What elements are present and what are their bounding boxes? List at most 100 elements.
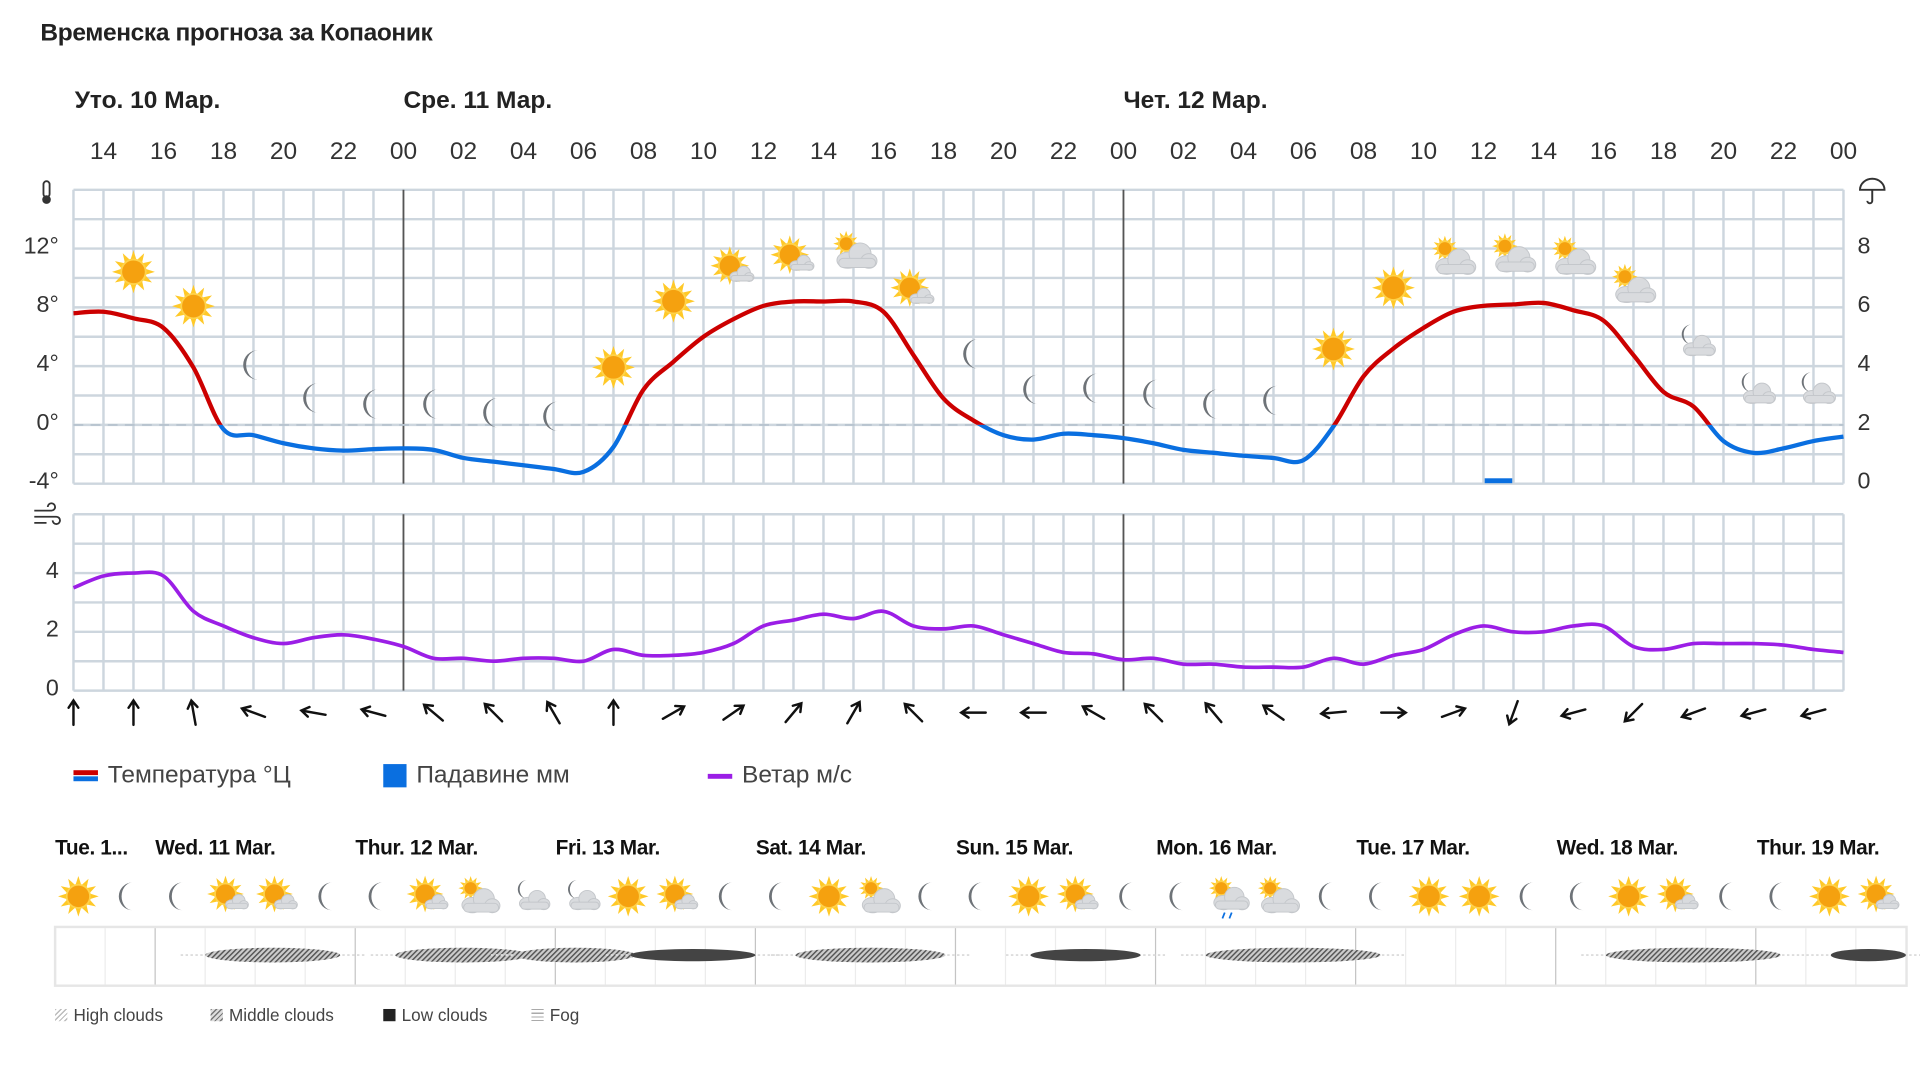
wind-direction-arrow-icon <box>67 698 80 727</box>
wind-direction-arrow-icon <box>959 706 987 719</box>
low-cloud-layer <box>1830 948 1906 962</box>
wind-axis-label: 4 <box>45 558 59 585</box>
moon-icon <box>905 873 952 920</box>
wind-direction-arrow-icon <box>784 701 803 724</box>
legend-precipitation-label: Падавине мм <box>416 761 570 789</box>
wind-direction-arrow-icon <box>661 704 686 721</box>
low-clouds-swatch <box>383 1008 396 1022</box>
sun-cloud-icon <box>1656 873 1703 920</box>
wind-direction-arrow-icon <box>1080 704 1106 721</box>
precip-axis-label: 2 <box>1857 410 1871 436</box>
forecast-day-label[interactable]: Tue. 17 Mar. <box>1356 836 1470 860</box>
hour-label: 14 <box>89 138 118 166</box>
sun-icon <box>169 281 218 330</box>
moon-icon <box>955 873 1002 920</box>
wind-direction-arrow-icon <box>1679 707 1707 721</box>
moon-cloud-icon <box>505 873 552 920</box>
wind-direction-arrow-icon <box>1319 706 1347 720</box>
forecast-day-label[interactable]: Mon. 16 Mar. <box>1156 836 1277 860</box>
temp-axis-label: 12° <box>23 233 59 260</box>
hour-label: 06 <box>1289 138 1318 166</box>
precip-axis-label: 8 <box>1857 233 1871 260</box>
forecast-day-label[interactable]: Sat. 14 Mar. <box>755 836 867 860</box>
moon-icon <box>1106 873 1153 920</box>
hour-label: 18 <box>1649 138 1678 166</box>
moon-cloud-icon <box>555 873 602 920</box>
forecast-day-label[interactable]: Sun. 15 Mar. <box>956 836 1074 860</box>
sun-icon <box>109 248 158 297</box>
middle-clouds-swatch <box>210 1008 223 1022</box>
hour-label: 06 <box>569 138 598 166</box>
middle-cloud-layer <box>1205 947 1381 963</box>
wind-direction-arrow-icon <box>186 698 199 726</box>
forecast-day-label[interactable]: Thur. 12 Mar. <box>355 836 478 860</box>
forecast-day-label[interactable]: Thur. 19 Mar. <box>1756 836 1880 860</box>
high-clouds-swatch <box>55 1008 68 1022</box>
moon-icon <box>1129 370 1178 419</box>
moon-icon <box>755 873 802 920</box>
wind-direction-arrow-icon <box>1559 707 1587 720</box>
wind-direction-arrow-icon <box>239 705 267 719</box>
cloud-sun-icon <box>1429 233 1478 282</box>
wind-direction-arrow-icon <box>422 703 445 722</box>
wind-direction-arrow-icon <box>1739 707 1767 720</box>
hour-label: 22 <box>329 138 358 166</box>
sun-cloud-icon <box>1856 873 1903 920</box>
moon-icon <box>305 873 352 920</box>
wind-direction-arrow-icon <box>903 702 924 723</box>
sun-cloud-icon <box>1056 873 1103 920</box>
wind-direction-arrow-icon <box>1799 707 1827 720</box>
forecast-day-label[interactable]: Wed. 11 Mar. <box>155 836 276 860</box>
wind-direction-arrow-icon <box>483 702 504 723</box>
sun-big-cloud-icon <box>829 228 878 277</box>
day-label: Чет. 12 Мар. <box>1123 86 1268 114</box>
sun-cloud-icon <box>205 873 252 920</box>
wind-direction-arrow-icon <box>722 704 746 721</box>
hour-label: 00 <box>1829 138 1858 166</box>
cloud-sun-rain-icon <box>1206 873 1253 920</box>
day-label: Сре. 11 Мар. <box>403 86 553 114</box>
legend-precipitation[interactable]: Падавине мм <box>383 762 570 790</box>
sun-icon <box>805 873 852 920</box>
hour-label: 04 <box>1229 138 1258 166</box>
moon-icon <box>1306 873 1353 920</box>
legend-temperature[interactable]: Температура °Ц <box>73 762 291 790</box>
moon-icon <box>1009 365 1058 414</box>
legend-wind[interactable]: Ветар м/с <box>707 762 852 790</box>
wind-direction-arrow-icon <box>1505 699 1519 727</box>
sun-cloud-icon <box>655 873 702 920</box>
precip-axis-label: 0 <box>1857 468 1871 495</box>
wind-direction-arrow-icon <box>1380 706 1408 719</box>
moon-icon <box>1249 375 1298 424</box>
sun-icon <box>589 343 638 392</box>
fog-swatch <box>531 1008 544 1022</box>
moon-icon <box>1156 873 1203 920</box>
cloud-sun-icon <box>1489 230 1538 279</box>
forecast-day-label[interactable]: Fri. 13 Mar. <box>555 836 661 860</box>
wind-axis-label: 2 <box>45 617 59 643</box>
forecast-day-label[interactable]: Wed. 18 Mar. <box>1556 836 1679 860</box>
moon-icon <box>229 340 278 389</box>
hour-label: 16 <box>149 138 178 166</box>
wind-swatch <box>707 773 733 779</box>
hour-label: 02 <box>449 138 478 166</box>
forecast-day-label[interactable]: Tue. 1... <box>55 836 128 860</box>
cloud-sun-icon <box>1256 873 1303 920</box>
wind-direction-arrow-icon <box>846 700 862 725</box>
hour-label: 16 <box>1589 138 1618 166</box>
legend-low-clouds-label: Low clouds <box>401 1005 488 1025</box>
moon-icon <box>949 330 998 379</box>
legend-fog-label: Fog <box>549 1005 580 1025</box>
precip-swatch <box>383 764 407 788</box>
temp-axis-label: -4° <box>28 468 59 495</box>
forecast-chart <box>34 177 1886 727</box>
sun-cloud-icon <box>255 873 302 920</box>
moon-icon <box>1069 364 1118 413</box>
wind-direction-arrow-icon <box>127 698 140 727</box>
page-title: Временска прогноза за Копаоник <box>40 19 433 47</box>
moon-cloud-icon <box>1789 365 1838 414</box>
moon-icon <box>355 873 402 920</box>
moon-icon <box>1556 873 1603 920</box>
middle-cloud-layer <box>395 947 531 963</box>
